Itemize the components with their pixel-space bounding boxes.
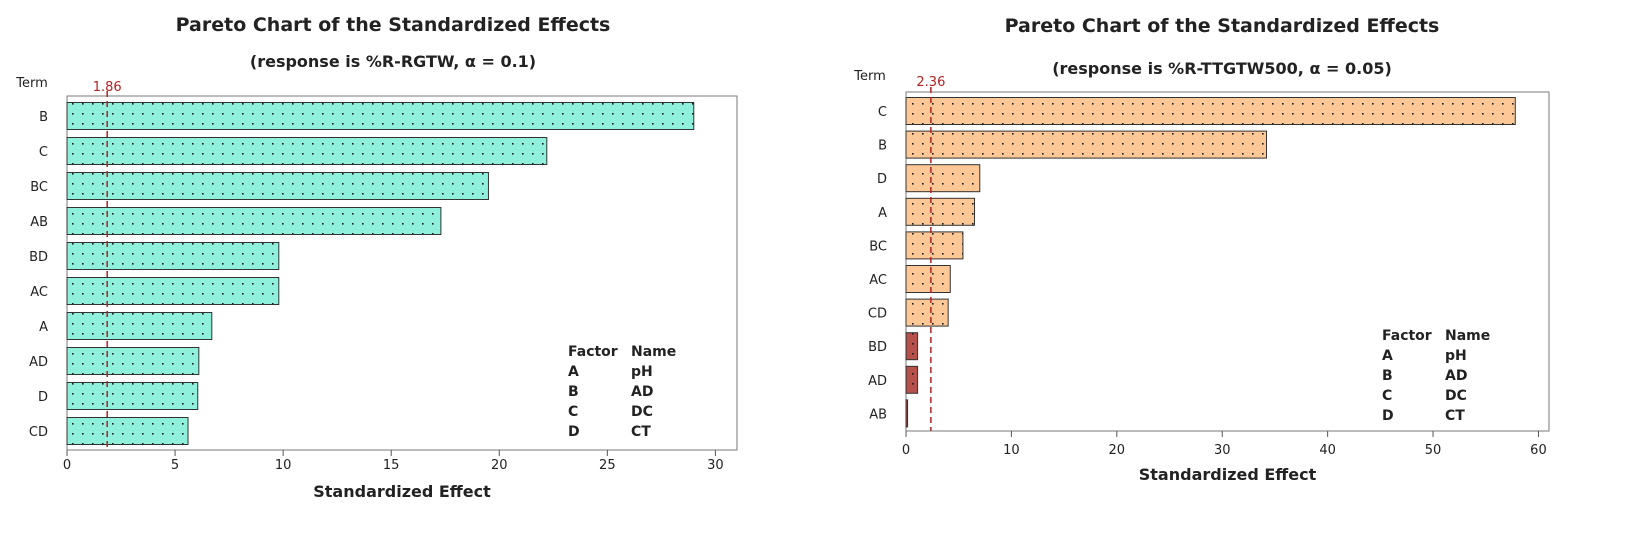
legend-factor-D: D <box>1382 408 1394 424</box>
bar-CD <box>905 298 949 327</box>
category-label-AC: AC <box>869 273 887 288</box>
legend-name-A: pH <box>631 364 653 380</box>
x-tick-label: 0 <box>902 443 910 458</box>
x-tick-label: 50 <box>1425 443 1442 458</box>
bar-AC <box>905 265 951 293</box>
legend-name-A: pH <box>1445 348 1467 364</box>
legend-factor-A: A <box>568 364 579 380</box>
x-tick-label: 15 <box>383 458 400 473</box>
legend-name-D: CT <box>631 424 651 440</box>
category-label-BD: BD <box>29 250 48 265</box>
category-label-AB: AB <box>869 407 887 422</box>
category-label-AD: AD <box>29 355 48 370</box>
bar-BC <box>905 231 964 260</box>
x-tick-label: 30 <box>1214 443 1231 458</box>
legend-header-name: Name <box>631 344 676 360</box>
x-axis-label: Standardized Effect <box>1139 465 1317 484</box>
chart-title: Pareto Chart of the Standardized Effects <box>1005 15 1440 37</box>
legend-factor-C: C <box>1382 388 1392 404</box>
x-tick-label: 25 <box>599 458 616 473</box>
plot-frame <box>905 91 1550 432</box>
category-label-BC: BC <box>30 180 48 195</box>
bar-AD <box>66 347 200 375</box>
category-label-D: D <box>38 390 48 405</box>
chart-subtitle: (response is %R-RGTW, α = 0.1) <box>250 52 536 71</box>
category-label-AB: AB <box>30 215 48 230</box>
chart-title: Pareto Chart of the Standardized Effects <box>176 14 611 36</box>
bar-BD <box>66 242 280 270</box>
bar-AD <box>905 365 919 394</box>
x-axis-label: Standardized Effect <box>313 482 491 501</box>
legend-header-name: Name <box>1445 328 1490 344</box>
x-tick-label: 60 <box>1530 443 1547 458</box>
bar-D <box>905 164 981 193</box>
x-tick-label: 20 <box>491 458 508 473</box>
x-tick-label: 0 <box>63 458 71 473</box>
plot-frame <box>66 95 738 451</box>
bar-A <box>905 197 976 226</box>
category-label-AC: AC <box>30 285 48 300</box>
reference-line-label: 1.86 <box>93 80 122 95</box>
bar-C <box>905 97 1516 125</box>
legend-factor-A: A <box>1382 348 1393 364</box>
category-label-AD: AD <box>868 374 887 389</box>
bar-AB <box>905 399 909 428</box>
legend-factor-D: D <box>568 424 580 440</box>
bar-CD <box>66 417 189 445</box>
legend-name-B: AD <box>631 384 653 400</box>
category-label-B: B <box>878 139 887 154</box>
bar-B <box>905 130 1268 159</box>
legend-header-factor: Factor <box>568 344 618 360</box>
bar-B <box>66 102 695 130</box>
reference-line-label: 2.36 <box>916 75 945 90</box>
category-label-C: C <box>878 105 887 120</box>
legend-factor-B: B <box>1382 368 1393 384</box>
legend-factor-B: B <box>568 384 579 400</box>
category-label-A: A <box>878 206 887 221</box>
category-label-D: D <box>877 172 887 187</box>
legend-name-D: CT <box>1445 408 1465 424</box>
bar-BC <box>66 172 489 200</box>
x-tick-label: 30 <box>707 458 724 473</box>
x-tick-label: 40 <box>1319 443 1336 458</box>
category-label-A: A <box>39 320 48 335</box>
term-header: Term <box>15 76 48 91</box>
chart-subtitle: (response is %R-TTGTW500, α = 0.05) <box>1052 59 1392 78</box>
category-label-B: B <box>39 110 48 125</box>
x-tick-label: 10 <box>1003 443 1020 458</box>
bar-BD <box>905 332 919 361</box>
x-tick-label: 20 <box>1109 443 1126 458</box>
bar-AC <box>66 277 280 305</box>
legend-name-C: DC <box>1445 388 1467 404</box>
bar-A <box>66 312 213 340</box>
legend-header-factor: Factor <box>1382 328 1432 344</box>
x-tick-label: 5 <box>171 458 179 473</box>
legend-name-C: DC <box>631 404 653 420</box>
category-label-CD: CD <box>29 425 48 440</box>
category-label-BD: BD <box>868 340 887 355</box>
bar-C <box>66 137 548 165</box>
term-header: Term <box>853 69 886 84</box>
category-label-C: C <box>39 145 48 160</box>
x-tick-label: 10 <box>275 458 292 473</box>
bar-AB <box>66 207 442 235</box>
bar-D <box>66 382 199 410</box>
category-label-CD: CD <box>868 307 887 322</box>
category-label-BC: BC <box>869 239 887 254</box>
legend-name-B: AD <box>1445 368 1467 384</box>
legend-factor-C: C <box>568 404 578 420</box>
